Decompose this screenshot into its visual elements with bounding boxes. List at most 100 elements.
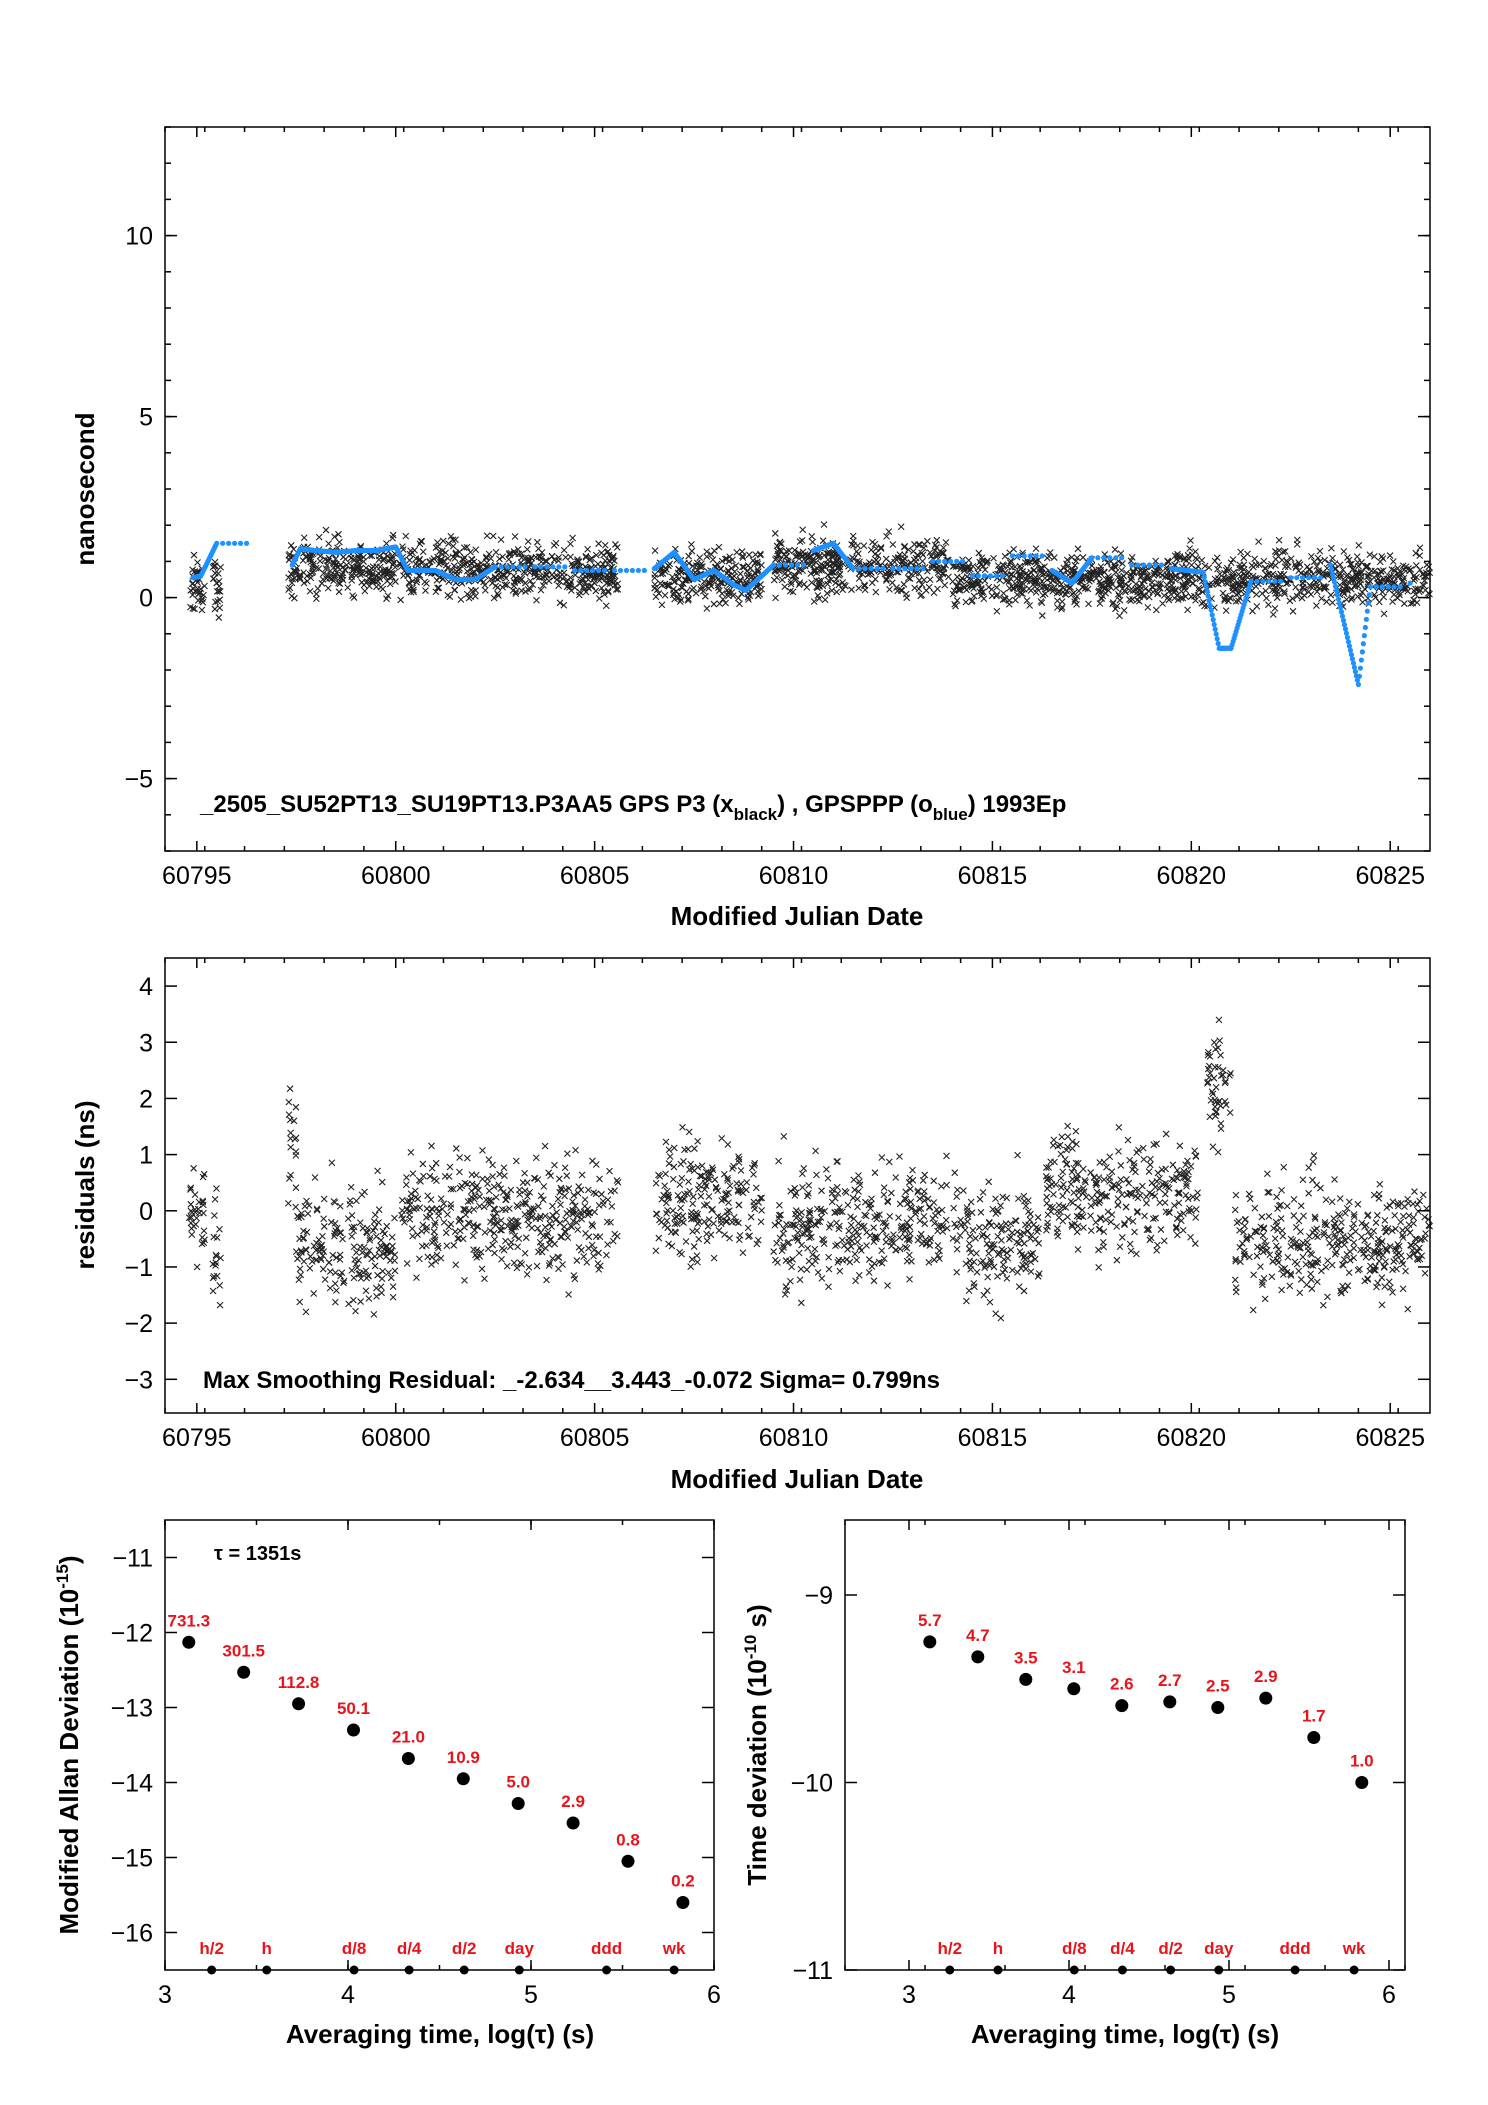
gps-p3-point	[560, 546, 568, 554]
gpsppp-point	[1207, 602, 1213, 609]
gps-p3-point	[926, 576, 934, 584]
residual-point	[507, 1238, 515, 1246]
residual-point	[431, 1219, 439, 1226]
gps-p3-point	[993, 583, 1001, 591]
gps-p3-point	[687, 541, 695, 548]
gps-p3-point	[191, 605, 198, 613]
gps-p3-point	[940, 544, 947, 552]
gps-p3-point	[717, 579, 725, 587]
residual-point	[374, 1167, 381, 1175]
gps-p3-point	[684, 596, 692, 604]
gpsppp-point	[1254, 578, 1260, 584]
gpsppp-point	[1278, 578, 1284, 584]
gpsppp-point	[510, 564, 516, 570]
residual-point	[382, 1243, 390, 1251]
gps-p3-point	[343, 561, 351, 569]
gps-p3-point	[897, 523, 905, 531]
gpsppp-point	[1039, 553, 1045, 559]
gps-p3-point	[582, 553, 590, 561]
gps-p3-point	[823, 589, 831, 597]
gps-p3-point	[503, 568, 511, 576]
residual-point	[460, 1205, 467, 1213]
gps-p3-point	[1114, 574, 1122, 582]
gps-p3-point	[449, 536, 457, 544]
gpsppp-point	[1344, 634, 1351, 641]
gps-p3-point	[1232, 597, 1240, 605]
residual-point	[545, 1262, 553, 1269]
residual-point	[198, 1233, 206, 1241]
x-tick-label: 60810	[759, 862, 829, 890]
residual-point	[589, 1222, 597, 1230]
residual-point	[443, 1242, 451, 1250]
residual-point	[455, 1234, 463, 1242]
gps-p3-point	[839, 586, 847, 594]
residual-point	[328, 1159, 336, 1167]
residual-point	[490, 1229, 498, 1237]
residual-point	[549, 1255, 557, 1262]
time-series-xlabel: Modified Julian Date	[671, 901, 924, 931]
gps-p3-point	[816, 562, 824, 570]
gps-p3-point	[452, 536, 459, 544]
gps-p3-point	[1236, 564, 1243, 572]
gps-p3-point	[1345, 556, 1353, 564]
residual-point	[311, 1174, 319, 1181]
gps-p3-point	[1171, 572, 1179, 580]
residual-point	[296, 1298, 304, 1306]
gps-p3-point	[1348, 560, 1355, 568]
gps-p3-point	[1008, 563, 1016, 571]
gps-p3-point	[733, 548, 741, 556]
gps-p3-point	[1348, 594, 1356, 602]
gps-p3-point	[1214, 575, 1222, 582]
residual-point	[428, 1142, 435, 1150]
gps-p3-point	[1284, 563, 1292, 571]
gpsppp-point	[226, 540, 232, 546]
gps-p3-point	[715, 543, 723, 551]
gpsppp-point	[1212, 626, 1218, 632]
residual-point	[407, 1149, 415, 1156]
gps-p3-point	[386, 580, 394, 588]
gpsppp-point	[220, 540, 226, 546]
residual-point	[487, 1197, 495, 1205]
gps-p3-point	[446, 593, 454, 601]
gps-p3-point	[1073, 592, 1081, 600]
residual-point	[540, 1182, 548, 1190]
gpsppp-point	[629, 567, 636, 574]
gpsppp-point	[532, 564, 538, 570]
gps-p3-point	[835, 572, 843, 579]
gps-p3-point	[1126, 587, 1134, 594]
gps-p3-point	[683, 588, 690, 595]
gps-p3-point	[1037, 598, 1045, 605]
gpsppp-point	[1333, 588, 1340, 594]
gps-p3-point	[300, 579, 308, 587]
residual-point	[187, 1186, 194, 1193]
gps-p3-point	[981, 566, 989, 574]
gps-p3-point	[532, 553, 540, 561]
gps-p3-point	[430, 555, 438, 563]
gpsppp-point	[771, 562, 777, 568]
gps-p3-point	[314, 585, 322, 592]
gps-p3-point	[882, 570, 890, 578]
residual-point	[469, 1232, 477, 1240]
gps-p3-point	[663, 581, 671, 589]
gps-p3-point	[882, 555, 890, 563]
gps-p3-point	[494, 590, 501, 597]
residual-point	[297, 1271, 305, 1279]
gpsppp-point	[1208, 607, 1214, 613]
gpsppp-point	[1360, 641, 1366, 647]
gps-p3-point	[312, 590, 320, 598]
gps-p3-point	[465, 594, 473, 602]
gps-p3-point	[413, 576, 421, 584]
gps-p3-point	[529, 581, 537, 588]
gps-p3-point	[1121, 587, 1129, 594]
residual-point	[564, 1234, 572, 1241]
gps-p3-point	[1047, 574, 1055, 582]
residual-point	[489, 1161, 497, 1169]
gps-p3-point	[1114, 590, 1122, 598]
residual-point	[353, 1264, 361, 1272]
residual-point	[378, 1275, 386, 1283]
gps-p3-point	[949, 578, 957, 585]
residual-point	[345, 1300, 353, 1308]
gps-p3-point	[309, 562, 317, 570]
residual-point	[384, 1247, 392, 1254]
gpsppp-point	[562, 564, 568, 570]
